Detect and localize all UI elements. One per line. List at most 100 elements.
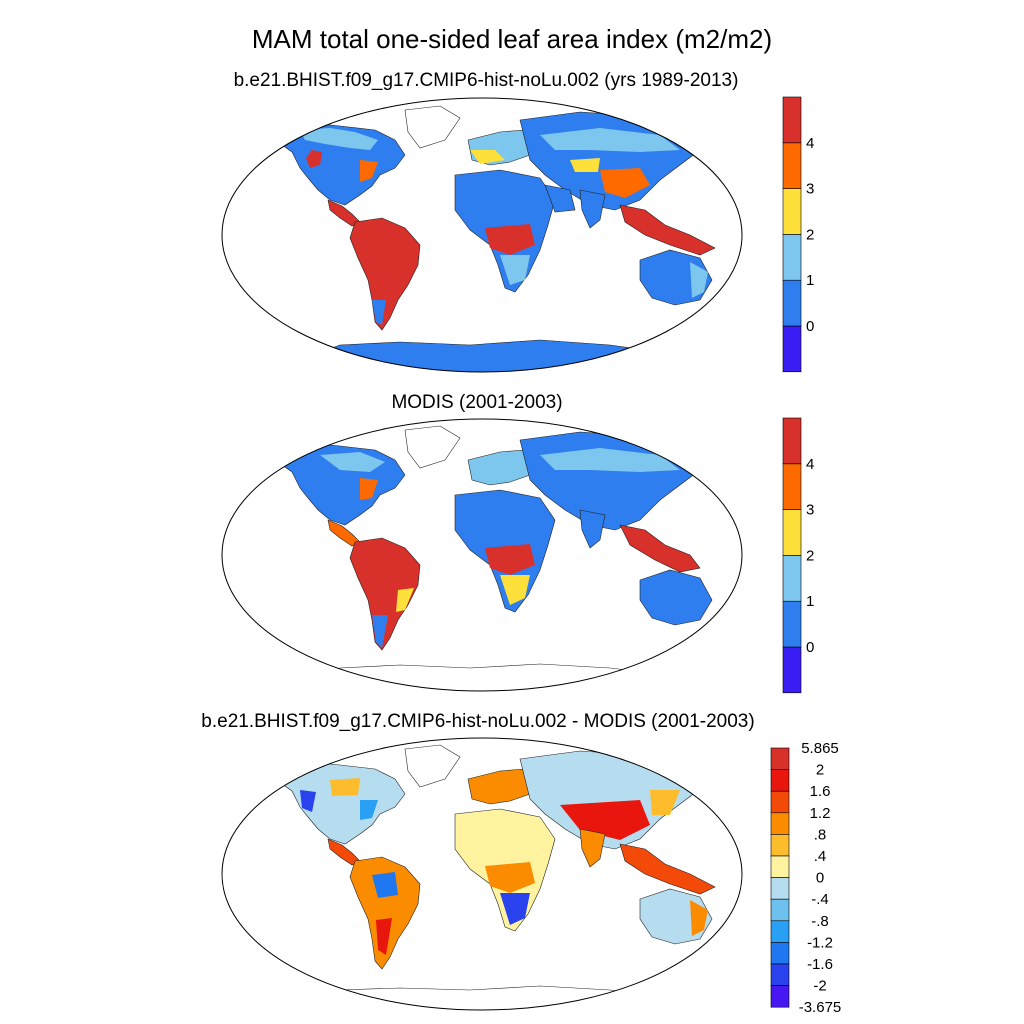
panel-1-colorbar: 0 1 2 3 4 xyxy=(782,96,814,373)
panel-3-subtitle: b.e21.BHIST.f09_g17.CMIP6-hist-noLu.002 … xyxy=(201,711,754,732)
na-west xyxy=(300,790,316,812)
colorbar-tick-label: 2 xyxy=(806,226,814,243)
colorbar-tick-label: 3 xyxy=(806,181,814,198)
colorbar-bin-4 xyxy=(782,142,802,189)
se-asia xyxy=(619,524,701,573)
sa-south xyxy=(376,918,392,955)
colorbar-tick-label: -3.675 xyxy=(799,999,842,1016)
na-east xyxy=(360,160,378,182)
panel-3-map xyxy=(261,744,727,1010)
new-zealand xyxy=(709,935,727,964)
panel-3: b.e21.BHIST.f09_g17.CMIP6-hist-noLu.002 … xyxy=(201,711,842,1016)
africa-congo xyxy=(485,544,535,575)
panel-3-map-outline xyxy=(221,737,743,1011)
colorbar-tick-label: 5.865 xyxy=(801,740,839,757)
africa-south xyxy=(500,893,530,925)
south-america xyxy=(349,856,421,970)
colorbar-bin-9 xyxy=(770,942,790,965)
colorbar-bin-3 xyxy=(782,188,802,235)
colorbar-bin-4 xyxy=(770,834,790,857)
figure-title: MAM total one-sided leaf area index (m2/… xyxy=(252,24,772,54)
na-west xyxy=(306,150,322,168)
panel-1-map xyxy=(261,105,727,372)
colorbar-tick-label: 0 xyxy=(806,639,814,656)
colorbar-tick-label: 0 xyxy=(816,870,824,887)
asia-boreal xyxy=(540,448,680,472)
na-boreal xyxy=(300,128,378,150)
panel-3-colorbar: 5.865 2 1.6 1.2 .8 .4 0 -.4 -.8 -1.2 -1.6 -2 -3.675 xyxy=(770,740,842,1016)
colorbar-tick-label: 1 xyxy=(806,593,814,610)
colorbar-bin-10 xyxy=(770,963,790,986)
sa-amazon xyxy=(372,872,398,898)
europe-south xyxy=(470,150,505,164)
colorbar-bin-2 xyxy=(782,234,802,281)
antarctica xyxy=(299,339,701,372)
panel-1-map-outline xyxy=(221,97,743,373)
colorbar-bin-4 xyxy=(782,463,802,510)
india xyxy=(579,189,606,229)
africa-south xyxy=(500,255,530,285)
panel-1: b.e21.BHIST.f09_g17.CMIP6-hist-noLu.002 … xyxy=(221,70,814,373)
panel-2-subtitle: MODIS (2001-2003) xyxy=(391,392,562,413)
colorbar-tick-label: 2 xyxy=(806,547,814,564)
greenland xyxy=(404,105,461,149)
colorbar-bin-8 xyxy=(770,920,790,943)
panel-2-map-outline xyxy=(221,418,743,692)
africa-south xyxy=(500,575,530,605)
colorbar-bin-7 xyxy=(770,898,790,922)
colorbar-bin-2 xyxy=(770,790,790,814)
antarctica xyxy=(299,985,701,1010)
asia-east xyxy=(600,168,650,198)
sa-south xyxy=(372,615,388,648)
colorbar-tick-label: 0 xyxy=(806,318,814,335)
asia-east xyxy=(650,790,680,815)
colorbar-tick-label: 1.6 xyxy=(810,783,831,800)
new-zealand xyxy=(709,297,727,326)
na-boreal xyxy=(320,452,385,472)
colorbar-bin-1 xyxy=(770,769,790,792)
colorbar-bin-5 xyxy=(770,855,790,878)
colorbar-bin-0 xyxy=(782,325,802,373)
na-east xyxy=(360,800,378,820)
arabia xyxy=(544,184,576,213)
colorbar-tick-label: 1 xyxy=(806,272,814,289)
colorbar-bin-0 xyxy=(782,646,802,694)
colorbar-tick-label: 3 xyxy=(806,502,814,519)
se-asia xyxy=(619,204,716,256)
colorbar-bin-2 xyxy=(782,555,802,602)
australia-coast xyxy=(690,900,708,936)
india xyxy=(579,509,606,549)
colorbar-bin-6 xyxy=(770,877,790,900)
colorbar-bin-11 xyxy=(770,985,790,1008)
greenland xyxy=(404,425,461,469)
asia-tibet xyxy=(570,158,600,172)
colorbar-tick-label: -.4 xyxy=(811,891,829,908)
south-america xyxy=(349,537,421,651)
colorbar-tick-label: 4 xyxy=(806,135,814,152)
panel-2: MODIS (2001-2003) 0 1 2 3 4 xyxy=(221,392,814,694)
colorbar-bin-0 xyxy=(770,747,790,770)
colorbar-tick-label: -1.6 xyxy=(807,956,833,973)
panel-1-subtitle: b.e21.BHIST.f09_g17.CMIP6-hist-noLu.002 … xyxy=(234,70,739,91)
colorbar-bin-3 xyxy=(770,812,790,835)
se-asia xyxy=(619,843,716,895)
panel-2-colorbar: 0 1 2 3 4 xyxy=(782,417,814,694)
colorbar-bin-5 xyxy=(782,96,802,144)
antarctica xyxy=(299,663,701,691)
colorbar-tick-label: -1.2 xyxy=(807,934,833,951)
na-mid xyxy=(330,778,360,796)
africa-congo xyxy=(485,862,535,893)
south-america xyxy=(349,217,421,331)
colorbar-bin-1 xyxy=(782,279,802,327)
new-zealand xyxy=(709,617,727,646)
colorbar-bin-5 xyxy=(782,417,802,465)
sa-east xyxy=(396,588,414,612)
colorbar-bin-3 xyxy=(782,509,802,556)
australia xyxy=(639,569,713,626)
colorbar-tick-label: 2 xyxy=(816,762,824,779)
north-america xyxy=(261,760,406,845)
sa-south xyxy=(372,300,386,325)
colorbar-tick-label: -2 xyxy=(813,978,826,995)
india xyxy=(579,828,606,868)
